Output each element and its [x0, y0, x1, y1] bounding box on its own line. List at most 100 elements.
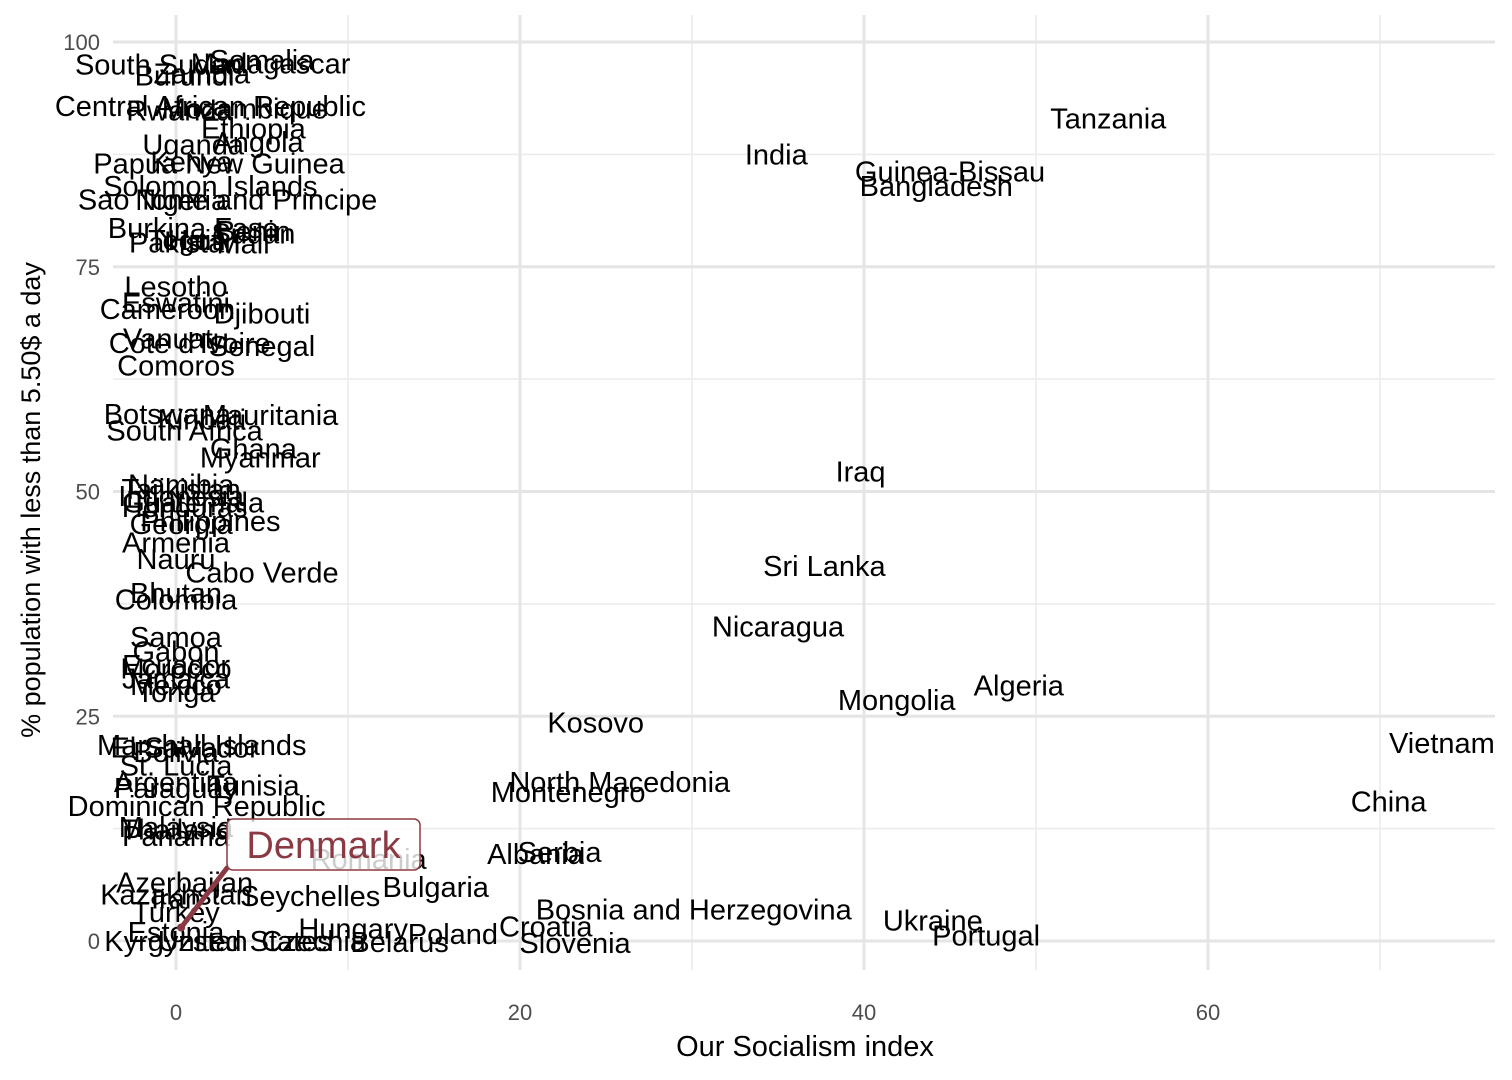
point-label: Papua New Guinea — [93, 148, 345, 180]
point-label: Bosnia and Herzegovina — [536, 895, 853, 927]
point-label: Namibia — [128, 469, 235, 501]
point-label: United States — [158, 926, 332, 958]
point-label: Seychelles — [240, 881, 380, 913]
point-label: Nauru — [137, 544, 216, 576]
point-label: Colombia — [115, 584, 238, 616]
point-label: South Sudan — [75, 49, 243, 81]
point-label: Mongolia — [838, 685, 957, 717]
point-label: India — [745, 139, 809, 171]
point-label: Senegal — [209, 331, 315, 363]
point-label: Marshall Islands — [97, 730, 307, 762]
point-label: Croatia — [499, 912, 593, 944]
point-label: Ethiopia — [201, 113, 307, 145]
point-label: Cabo Verde — [185, 557, 338, 589]
point-label: Solomon Islands — [103, 171, 317, 203]
point-label: Burkina Faso — [108, 213, 279, 245]
point-label: Sri Lanka — [763, 551, 886, 583]
point-label: Vietnam — [1389, 728, 1495, 760]
point-label: Czechia — [261, 926, 367, 958]
point-label: Kiribati — [157, 405, 246, 437]
point-label: Angola — [213, 127, 304, 159]
point-label: South Africa — [106, 415, 263, 447]
point-label: Bulgaria — [383, 872, 490, 904]
point-label: Myanmar — [200, 442, 321, 474]
point-label: Burundi — [135, 60, 235, 92]
point-label: Mozambique — [162, 94, 328, 126]
point-label: Albania — [487, 839, 585, 871]
point-label: Zambia — [153, 58, 251, 90]
point-label: Belarus — [350, 927, 448, 959]
point-label: Malaysia — [119, 812, 234, 844]
highlight-label: Denmark — [246, 825, 401, 867]
point-label: Azerbaijan — [116, 868, 253, 900]
y-tick-label: 100 — [63, 30, 100, 55]
point-label: Indonesia — [118, 481, 245, 513]
point-label: Ukraine — [883, 905, 983, 937]
point-label: Slovenia — [519, 928, 631, 960]
point-label: Jamaica — [122, 663, 231, 695]
point-label: Kenya — [150, 147, 233, 179]
point-label: Poland — [408, 919, 498, 951]
point-label: Nicaragua — [712, 611, 845, 643]
point-label: Mexico — [130, 670, 222, 702]
y-tick-label: 50 — [76, 480, 100, 505]
point-label: Morocco — [120, 654, 231, 686]
point-label: Eswatini — [122, 288, 230, 320]
point-label: Estonia — [128, 917, 226, 949]
point-label: Pakistan — [129, 227, 240, 259]
point-label: Philippines — [140, 506, 280, 538]
point-label: Nigeria — [135, 185, 228, 217]
point-label: Georgia — [130, 509, 234, 541]
x-tick-label: 40 — [852, 1000, 876, 1025]
point-label: Tanzania — [1050, 103, 1167, 135]
point-label: Djibouti — [214, 298, 311, 330]
point-label: Madagascar — [191, 49, 351, 81]
point-label: Thailand — [120, 815, 231, 847]
point-label: Mali — [216, 228, 269, 260]
point-label: Portugal — [932, 921, 1040, 953]
point-label: Tonga — [136, 677, 216, 709]
point-label: Uganda — [142, 129, 244, 161]
highlight-annotation: Denmark — [177, 818, 421, 932]
point-label: Botswana — [104, 399, 232, 431]
major-gridlines — [113, 15, 1495, 970]
point-label: Sudan — [211, 218, 295, 250]
point-label: Turkey — [132, 897, 220, 929]
point-label: Mauritania — [203, 400, 339, 432]
point-label: Kyrgyzstan — [104, 926, 247, 958]
point-label: Armenia — [122, 528, 231, 560]
point-label: Argentina — [114, 767, 239, 799]
y-tick-label: 75 — [76, 255, 100, 280]
point-label: Guinea-Bissau — [855, 156, 1045, 188]
highlight-leader-line — [178, 865, 230, 931]
x-axis-ticks: 0 20 40 60 — [170, 1000, 1220, 1025]
point-label: Hungary — [298, 913, 408, 945]
point-label: Guatemala — [122, 487, 265, 519]
point-label: Honduras — [122, 492, 248, 524]
x-tick-label: 0 — [170, 1000, 182, 1025]
point-label: Lesotho — [124, 272, 227, 304]
point-label: Panama — [122, 821, 231, 853]
point-label: Vanuatu — [123, 324, 229, 356]
point-label: North Macedonia — [509, 767, 731, 799]
point-label: Bangladesh — [860, 171, 1013, 203]
point-label: Bhutan — [130, 578, 222, 610]
point-label: Cameroon — [100, 294, 235, 326]
x-tick-label: 60 — [1196, 1000, 1220, 1025]
point-label: Kazakhstan — [100, 879, 252, 911]
point-label: Tajikistan — [122, 474, 241, 506]
point-label: Paraguay — [114, 773, 239, 805]
point-label: Gabon — [132, 637, 219, 669]
point-label: Bolivia — [133, 737, 219, 769]
point-label: Algeria — [974, 671, 1065, 703]
y-axis-title: % population with less than 5.50$ a day — [16, 262, 46, 738]
point-label: Samoa — [130, 622, 223, 654]
highlight-point — [177, 923, 186, 932]
point-label: Central African Republic — [55, 91, 366, 123]
point-label: Tunisia — [207, 770, 300, 802]
point-label: Iraq — [836, 457, 886, 489]
y-tick-label: 0 — [88, 929, 100, 954]
x-tick-label: 20 — [508, 1000, 532, 1025]
